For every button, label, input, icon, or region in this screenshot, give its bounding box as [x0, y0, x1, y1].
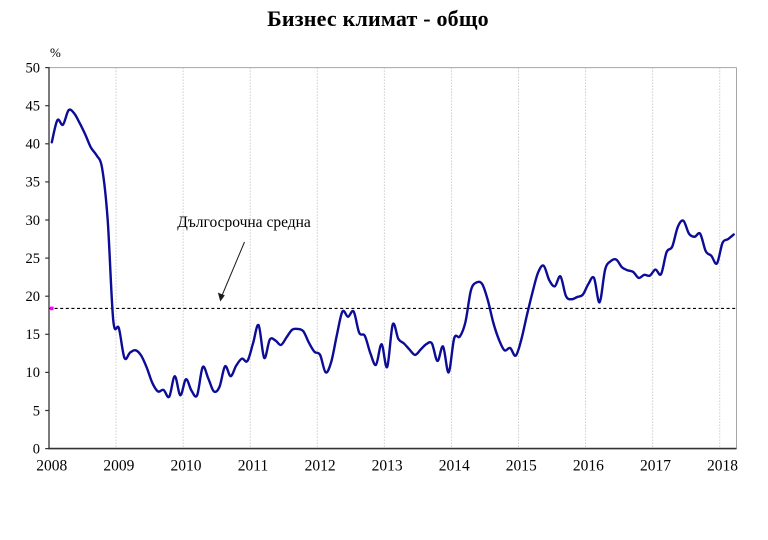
- x-tick-label: 2015: [506, 458, 537, 475]
- average-series-marker: [49, 306, 54, 311]
- y-tick-label: 15: [26, 327, 41, 343]
- y-tick-label: 10: [26, 365, 41, 381]
- y-tick-label: 40: [26, 137, 41, 153]
- x-tick-label: 2010: [170, 458, 201, 475]
- x-tick-label: 2016: [573, 458, 604, 475]
- y-tick-label: 50: [26, 60, 41, 76]
- y-tick-label: 30: [26, 213, 41, 229]
- y-axis-unit-label: %: [50, 45, 61, 60]
- x-tick-label: 2014: [439, 458, 470, 475]
- chart-title: Бизнес климат - общо: [267, 6, 489, 31]
- y-tick-label: 20: [26, 289, 41, 305]
- y-tick-label: 35: [26, 175, 41, 191]
- y-tick-label: 0: [33, 441, 40, 457]
- annotation-arrow-line: [221, 241, 245, 297]
- x-tick-label: 2008: [36, 458, 67, 475]
- data-line: [50, 108, 735, 399]
- x-tick-label: 2017: [640, 458, 671, 475]
- y-tick-label: 25: [26, 251, 41, 267]
- x-tick-label: 2009: [103, 458, 134, 475]
- annotation-arrowhead: [217, 292, 225, 302]
- x-tick-label: 2013: [372, 458, 403, 475]
- y-tick-label: 5: [33, 403, 40, 419]
- x-tick-label: 2018: [707, 458, 738, 475]
- x-tick-label: 2011: [238, 458, 268, 475]
- y-tick-label: 45: [26, 99, 41, 115]
- long-term-average-annotation: Дългосрочна средна: [177, 214, 311, 231]
- x-tick-label: 2012: [305, 458, 336, 475]
